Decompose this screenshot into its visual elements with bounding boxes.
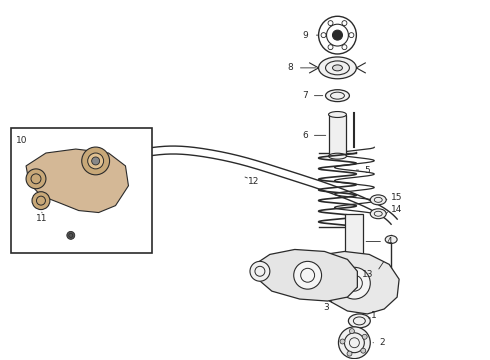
Polygon shape — [310, 251, 399, 314]
Ellipse shape — [385, 235, 397, 243]
Bar — [329, 269, 379, 287]
Bar — [328, 114, 346, 156]
Text: 2: 2 — [379, 338, 385, 347]
Text: 7: 7 — [302, 91, 308, 100]
Circle shape — [339, 267, 370, 299]
Circle shape — [69, 233, 73, 237]
Text: 10: 10 — [16, 136, 27, 145]
Polygon shape — [255, 249, 357, 301]
Circle shape — [250, 261, 270, 281]
Polygon shape — [26, 149, 128, 212]
Circle shape — [88, 153, 103, 169]
Text: 15: 15 — [391, 193, 403, 202]
Circle shape — [349, 329, 354, 334]
Circle shape — [333, 30, 343, 40]
Text: 3: 3 — [324, 302, 329, 311]
Bar — [343, 263, 367, 277]
Text: 14: 14 — [391, 205, 403, 214]
Ellipse shape — [370, 209, 386, 219]
Circle shape — [362, 334, 367, 339]
Circle shape — [82, 147, 110, 175]
Circle shape — [339, 327, 370, 359]
Ellipse shape — [318, 57, 356, 79]
Circle shape — [294, 261, 321, 289]
Text: 9: 9 — [302, 31, 308, 40]
Ellipse shape — [328, 153, 346, 159]
Circle shape — [347, 351, 352, 356]
Text: 5: 5 — [365, 166, 370, 175]
Text: 12: 12 — [248, 177, 259, 186]
Text: 4: 4 — [386, 237, 392, 246]
Ellipse shape — [325, 90, 349, 102]
Circle shape — [340, 339, 345, 344]
Circle shape — [92, 157, 99, 165]
Text: 13: 13 — [362, 270, 373, 279]
Text: 6: 6 — [302, 131, 308, 140]
Ellipse shape — [328, 112, 346, 117]
Circle shape — [26, 169, 46, 189]
Circle shape — [67, 231, 75, 239]
Text: 1: 1 — [371, 311, 377, 320]
Circle shape — [361, 348, 366, 353]
Ellipse shape — [370, 195, 386, 205]
Ellipse shape — [348, 314, 370, 328]
Ellipse shape — [333, 65, 343, 71]
Text: 11: 11 — [36, 214, 48, 223]
Circle shape — [32, 192, 50, 210]
Bar — [11, 128, 152, 253]
Bar — [345, 214, 363, 269]
Text: 8: 8 — [287, 63, 293, 72]
Ellipse shape — [385, 280, 397, 288]
